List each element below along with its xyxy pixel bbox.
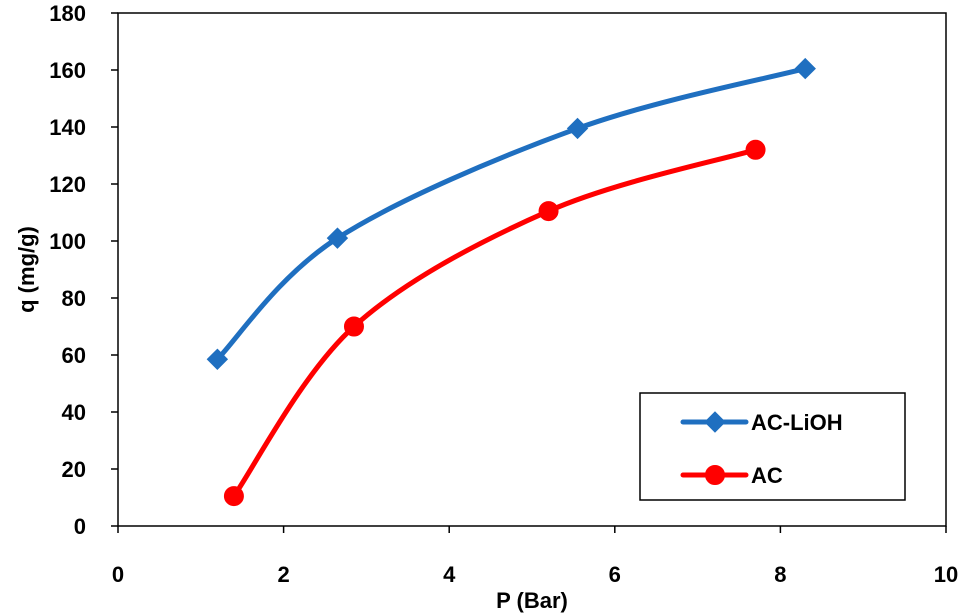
x-tick-label: 2 [277,562,289,587]
data-point-ac-lioh [206,348,229,370]
y-tick-label: 80 [62,286,86,311]
x-axis: 0 2 4 6 8 10 [112,526,958,587]
y-tick-label: 0 [74,514,86,539]
legend-label: AC-LiOH [751,410,843,435]
x-tick-label: 0 [112,562,124,587]
data-point-ac-lioh [794,57,816,80]
data-point-ac-lioh [566,117,589,140]
x-tick-label: 10 [934,562,958,587]
y-tick-label: 100 [49,229,86,254]
legend-label: AC [751,463,783,488]
y-tick-label: 20 [62,457,86,482]
y-axis-title: q (mg/g) [14,226,39,313]
y-tick-label: 40 [62,400,86,425]
y-tick-label: 160 [49,58,86,83]
data-point-ac [343,316,364,337]
data-point-ac [223,486,244,507]
x-tick-label: 6 [609,562,621,587]
legend: AC-LiOH AC [639,392,906,501]
series-line-ac [231,147,759,499]
series-line-ac-lioh [214,66,808,362]
data-point-ac-lioh [326,227,349,249]
x-tick-label: 8 [774,562,786,587]
series-ac [223,139,766,507]
data-point-ac [538,201,559,222]
y-tick-label: 180 [49,1,86,26]
data-point-ac [745,139,766,160]
series-layer [206,57,816,507]
legend-item-ac: AC [680,463,783,488]
y-axis: 0 20 40 60 80 100 120 140 160 180 [49,1,118,539]
series-ac-lioh [206,57,816,370]
x-tick-label: 4 [443,562,456,587]
legend-box [639,392,906,501]
legend-swatch-marker [705,465,725,485]
x-axis-title: P (Bar) [496,588,568,613]
legend-swatch-marker [704,411,726,433]
legend-item-ac-lioh: AC-LiOH [680,410,843,435]
y-tick-label: 140 [49,115,86,140]
y-tick-label: 60 [62,343,86,368]
y-tick-label: 120 [49,172,86,197]
